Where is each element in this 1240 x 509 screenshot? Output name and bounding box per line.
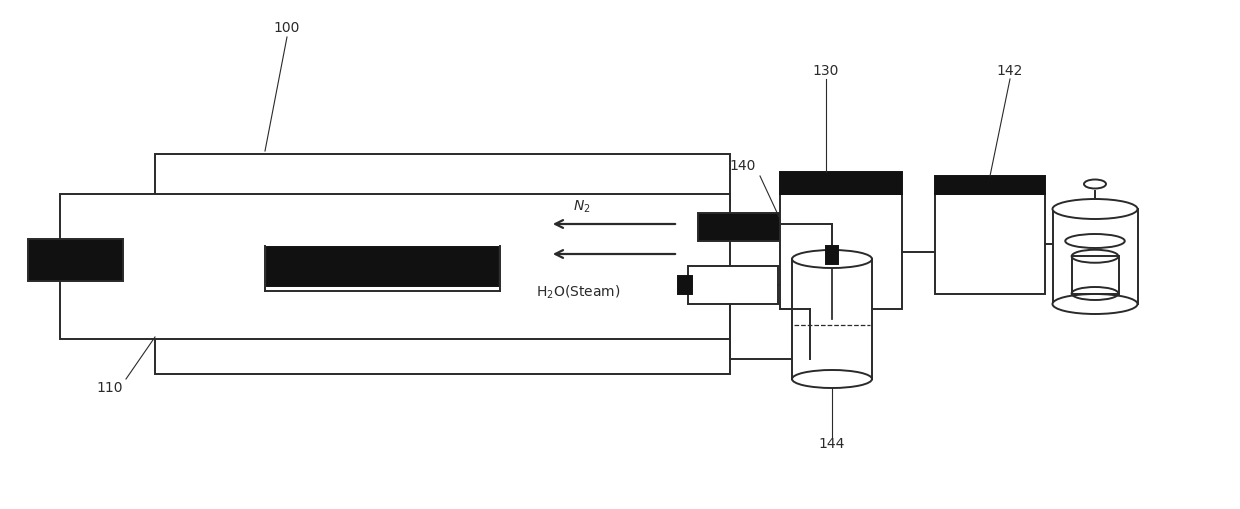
Bar — [935, 177, 1045, 194]
Ellipse shape — [792, 250, 872, 268]
Bar — [1053, 210, 1138, 304]
Bar — [155, 155, 730, 205]
Ellipse shape — [1084, 180, 1106, 189]
Text: 144: 144 — [818, 436, 846, 450]
Bar — [267, 247, 498, 287]
Bar — [1073, 257, 1118, 294]
Bar — [780, 173, 901, 194]
Bar — [780, 194, 901, 309]
Ellipse shape — [1053, 294, 1137, 315]
Text: 130: 130 — [812, 64, 839, 78]
Bar — [826, 246, 838, 265]
Bar — [698, 214, 831, 242]
Bar — [688, 267, 777, 304]
Bar — [29, 240, 123, 281]
Text: 110: 110 — [97, 380, 123, 394]
Ellipse shape — [792, 370, 872, 388]
Text: 142: 142 — [997, 64, 1023, 78]
Bar — [935, 194, 1045, 294]
Bar — [792, 260, 872, 379]
Text: 100: 100 — [274, 21, 300, 35]
Text: N$_2$: N$_2$ — [573, 198, 590, 215]
Bar — [60, 194, 730, 340]
Text: 140: 140 — [730, 159, 756, 173]
Text: H$_2$O(Steam): H$_2$O(Steam) — [536, 284, 620, 301]
Ellipse shape — [1053, 200, 1137, 219]
Bar — [155, 334, 730, 374]
Bar — [678, 276, 692, 294]
